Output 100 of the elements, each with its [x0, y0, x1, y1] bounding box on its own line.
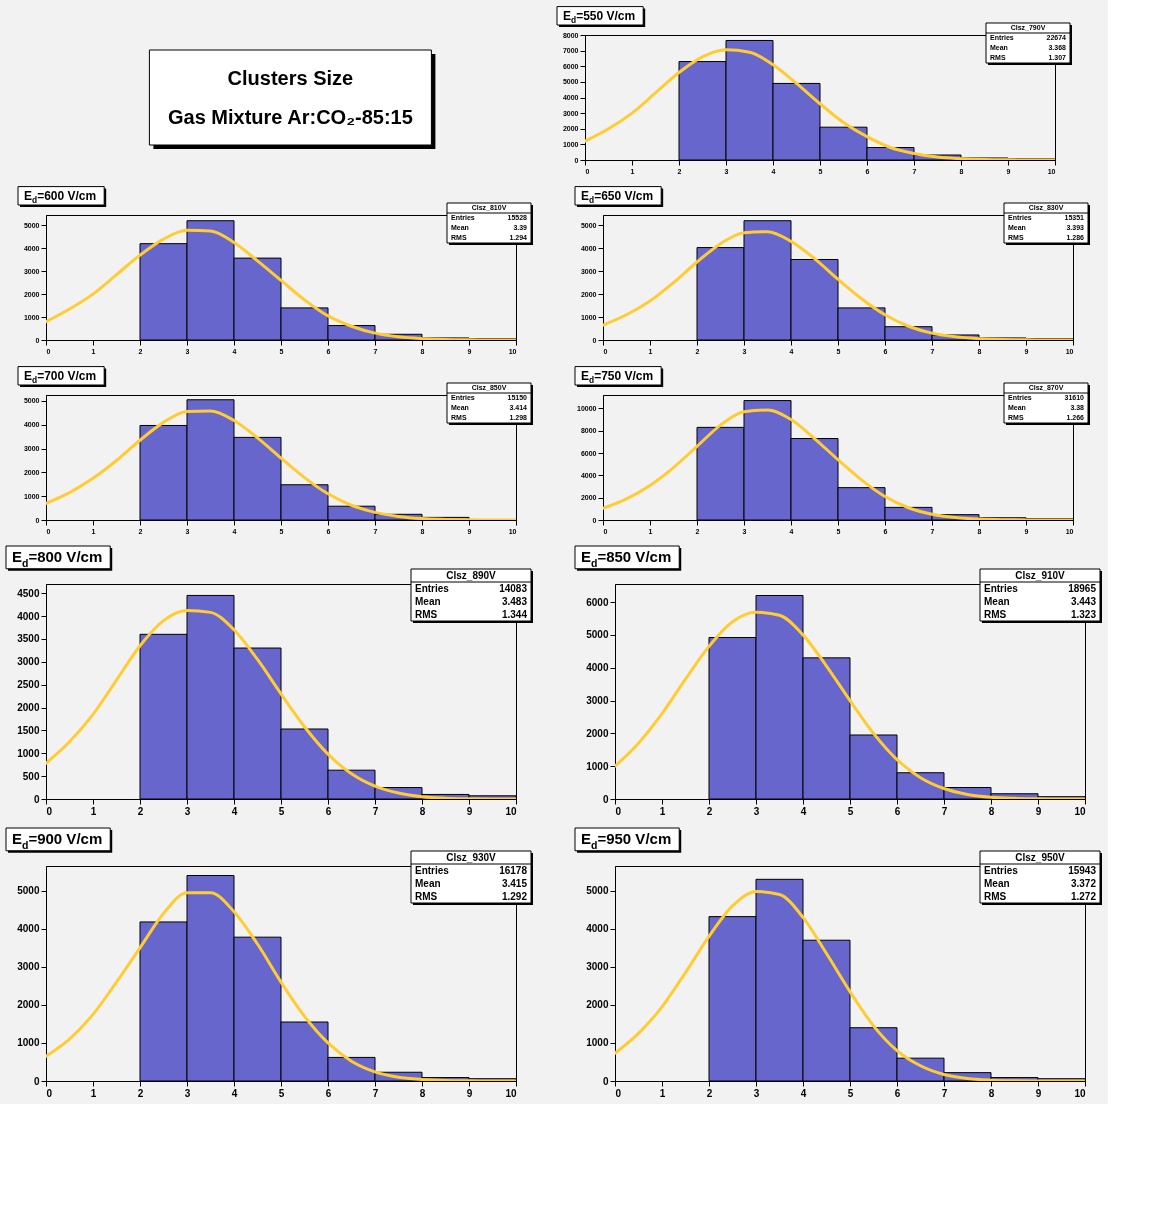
x-tick-label: 6: [894, 1087, 901, 1099]
x-tick-label: 10: [1074, 805, 1086, 817]
y-tick-label: 0: [33, 1075, 40, 1087]
x-tick-label: 2: [137, 805, 144, 817]
x-tick-label: 8: [419, 805, 426, 817]
y-tick-label: 2500: [17, 679, 40, 691]
annotation: 16178: [499, 864, 528, 876]
x-tick-label: 10: [505, 1087, 517, 1099]
annotation: Mean: [415, 877, 441, 889]
x-tick-label: 1: [659, 1087, 666, 1099]
x-tick-label: 10: [1074, 1087, 1086, 1099]
x-tick-label: 6: [894, 805, 901, 817]
text: Clusters Size: [227, 66, 354, 89]
x-tick-label: 9: [1035, 805, 1042, 817]
x-tick-label: 4: [231, 1087, 238, 1099]
x-tick-label: 1: [659, 805, 666, 817]
y-tick-label: 4500: [17, 587, 40, 599]
x-tick-label: 2: [706, 805, 713, 817]
x-tick-label: 9: [1035, 1087, 1042, 1099]
x-tick-label: 7: [941, 805, 948, 817]
x-tick-label: 7: [941, 1087, 948, 1099]
x-tick-label: 0: [615, 805, 622, 817]
text: Clsz_930V: [446, 851, 497, 863]
y-tick-label: 3500: [17, 633, 40, 645]
y-tick-label: 1000: [17, 747, 40, 759]
y-tick-label: 2000: [586, 727, 609, 739]
x-tick-label: 2: [706, 1087, 713, 1099]
x-tick-label: 9: [466, 1087, 473, 1099]
annotation: 14083: [499, 582, 528, 594]
y-tick-label: 0: [602, 793, 609, 805]
y-tick-label: 5000: [586, 885, 609, 897]
y-tick-label: 2000: [586, 999, 609, 1011]
annotation: Mean: [984, 877, 1010, 889]
annotation: 3.415: [501, 877, 528, 889]
y-tick-label: 2000: [17, 999, 40, 1011]
x-tick-label: 5: [278, 1087, 285, 1099]
annotation: 1.323: [1070, 608, 1097, 620]
x-tick-label: 9: [466, 805, 473, 817]
x-tick-label: 5: [847, 1087, 854, 1099]
annotation: Entries: [984, 864, 1019, 876]
y-tick-label: 1500: [17, 724, 40, 736]
annotation: RMS: [415, 890, 438, 902]
annotation: 3.483: [501, 595, 528, 607]
x-tick-label: 7: [372, 805, 379, 817]
x-tick-label: 10: [505, 805, 517, 817]
x-tick-label: 4: [231, 805, 238, 817]
y-tick-label: 4000: [586, 923, 609, 935]
text: Clsz_910V: [1015, 569, 1066, 581]
x-tick-label: 0: [46, 1087, 53, 1099]
x-tick-label: 0: [615, 1087, 622, 1099]
y-tick-label: 3000: [17, 961, 40, 973]
annotation: 18965: [1068, 582, 1097, 594]
x-tick-label: 0: [46, 805, 53, 817]
x-tick-label: 4: [800, 805, 807, 817]
x-tick-label: 3: [753, 805, 760, 817]
annotation: 1.344: [501, 608, 528, 620]
x-tick-label: 8: [419, 1087, 426, 1099]
y-tick-label: 3000: [586, 961, 609, 973]
x-tick-label: 8: [988, 1087, 995, 1099]
annotation: 3.372: [1070, 877, 1097, 889]
x-tick-label: 8: [988, 805, 995, 817]
x-tick-label: 1: [90, 1087, 97, 1099]
x-tick-label: 6: [325, 1087, 332, 1099]
x-tick-label: 3: [184, 805, 191, 817]
annotation: 15943: [1068, 864, 1097, 876]
x-tick-label: 6: [325, 805, 332, 817]
x-tick-label: 2: [137, 1087, 144, 1099]
y-tick-label: 1000: [586, 760, 609, 772]
annotation: Entries: [415, 864, 450, 876]
y-tick-label: 5000: [586, 629, 609, 641]
x-tick-label: 3: [753, 1087, 760, 1099]
annotation: 1.272: [1070, 890, 1097, 902]
y-tick-label: 4000: [17, 923, 40, 935]
y-tick-label: 1000: [17, 1037, 40, 1049]
annotation: Entries: [984, 582, 1019, 594]
y-tick-label: 2000: [17, 702, 40, 714]
text: Clsz_890V: [446, 569, 497, 581]
x-tick-label: 1: [90, 805, 97, 817]
annotation: 3.443: [1070, 595, 1097, 607]
x-tick-label: 5: [847, 805, 854, 817]
y-tick-label: 500: [22, 770, 40, 782]
x-tick-label: 7: [372, 1087, 379, 1099]
annotation: Mean: [984, 595, 1010, 607]
y-tick-label: 0: [33, 793, 40, 805]
y-tick-label: 3000: [17, 656, 40, 668]
annotation: Entries: [415, 582, 450, 594]
annotation: RMS: [415, 608, 438, 620]
y-tick-label: 4000: [17, 610, 40, 622]
annotation: RMS: [984, 608, 1007, 620]
y-tick-label: 3000: [586, 695, 609, 707]
y-tick-label: 1000: [586, 1037, 609, 1049]
annotation: Mean: [415, 595, 441, 607]
x-tick-label: 5: [278, 805, 285, 817]
text: Gas Mixture Ar:CO₂-85:15: [167, 106, 413, 129]
annotation: RMS: [984, 890, 1007, 902]
text: Clsz_950V: [1015, 851, 1066, 863]
y-tick-label: 4000: [586, 662, 609, 674]
annotation: 1.292: [501, 890, 528, 902]
x-tick-label: 4: [800, 1087, 807, 1099]
y-tick-label: 0: [602, 1075, 609, 1087]
